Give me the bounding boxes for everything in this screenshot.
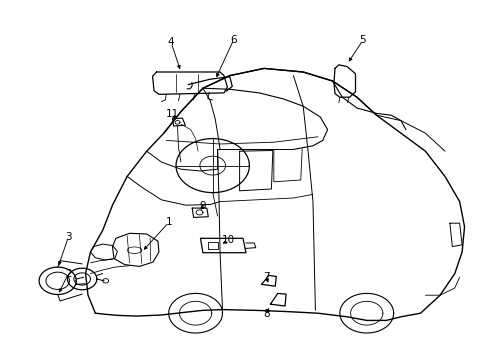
Text: 8: 8 — [263, 309, 269, 319]
Text: 9: 9 — [199, 201, 206, 211]
Text: 4: 4 — [167, 37, 174, 48]
Text: 5: 5 — [359, 35, 366, 45]
Text: 6: 6 — [230, 35, 237, 45]
Text: 11: 11 — [165, 109, 179, 120]
Text: 7: 7 — [263, 272, 269, 282]
Text: 1: 1 — [165, 217, 172, 228]
Text: 3: 3 — [65, 232, 72, 242]
Text: 2: 2 — [65, 269, 72, 279]
Text: 10: 10 — [222, 235, 235, 246]
